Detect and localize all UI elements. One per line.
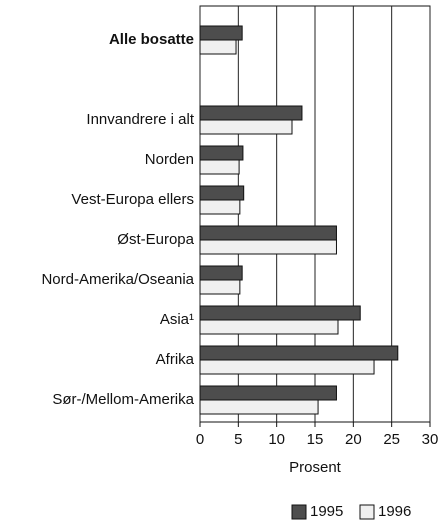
bar xyxy=(199,25,243,41)
y-tick-label: Asia¹ xyxy=(160,311,194,328)
legend-label: 1995 xyxy=(310,503,343,520)
bar xyxy=(199,159,240,175)
bar xyxy=(199,359,375,375)
y-tick-label: Innvandrere i alt xyxy=(86,111,194,128)
bar xyxy=(199,305,361,321)
y-tick-label: Norden xyxy=(145,151,194,168)
bar xyxy=(199,39,237,55)
x-tick-label: 25 xyxy=(383,431,400,448)
x-tick-label: 0 xyxy=(196,431,204,448)
legend-label: 1996 xyxy=(378,503,411,520)
bar xyxy=(199,385,337,401)
y-tick-label: Alle bosatte xyxy=(109,31,194,48)
y-tick-label: Øst-Europa xyxy=(117,231,194,248)
bar xyxy=(199,345,399,361)
x-tick-label: 5 xyxy=(234,431,242,448)
legend-swatch xyxy=(359,504,375,520)
bar xyxy=(199,185,245,201)
bar xyxy=(199,279,241,295)
x-tick-label: 30 xyxy=(422,431,439,448)
legend-swatch xyxy=(291,504,307,520)
bar xyxy=(199,265,243,281)
y-tick-label: Vest-Europa ellers xyxy=(71,191,194,208)
bar xyxy=(199,199,241,215)
bar xyxy=(199,145,244,161)
x-tick-label: 10 xyxy=(268,431,285,448)
bar xyxy=(199,225,337,241)
bar xyxy=(199,105,303,121)
x-axis-label: Prosent xyxy=(289,459,342,476)
y-tick-label: Afrika xyxy=(156,351,195,368)
bar xyxy=(199,319,339,335)
x-tick-label: 15 xyxy=(307,431,324,448)
bar xyxy=(199,119,293,135)
bar xyxy=(199,399,319,415)
y-tick-label: Sør-/Mellom-Amerika xyxy=(52,391,194,408)
bar xyxy=(199,239,337,255)
x-tick-label: 20 xyxy=(345,431,362,448)
y-tick-label: Nord-Amerika/Oseania xyxy=(41,271,194,288)
